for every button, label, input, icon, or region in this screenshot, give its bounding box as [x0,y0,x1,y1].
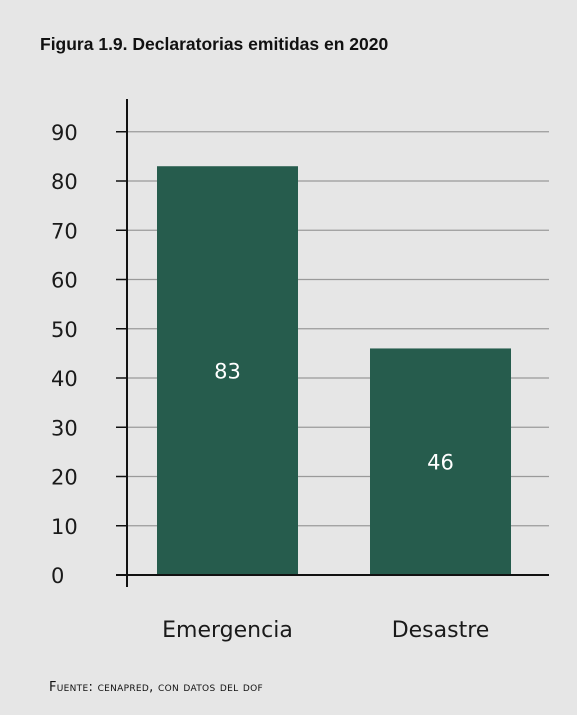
bar-desastre [370,348,511,575]
y-tick-label-80: 80 [51,170,78,194]
bar-emergencia [157,166,298,575]
y-tick-label-20: 20 [51,466,78,490]
data-label-emergencia: 83 [214,360,241,384]
category-label-desastre: Desastre [392,618,490,643]
y-tick-label-0: 0 [51,564,64,588]
y-tick-label-90: 90 [51,121,78,145]
category-label-emergencia: Emergencia [162,618,293,643]
y-tick-label-10: 10 [51,515,78,539]
chart-title: Figura 1.9. Declaratorias emitidas en 20… [40,34,389,54]
y-tick-label-70: 70 [51,219,78,243]
y-tick-label-40: 40 [51,367,78,391]
data-label-desastre: 46 [427,451,454,475]
y-tick-label-30: 30 [51,416,78,440]
y-tick-label-50: 50 [51,318,78,342]
y-tick-label-60: 60 [51,269,78,293]
source-note: Fuente: cenapred, con datos del dof [49,680,263,695]
